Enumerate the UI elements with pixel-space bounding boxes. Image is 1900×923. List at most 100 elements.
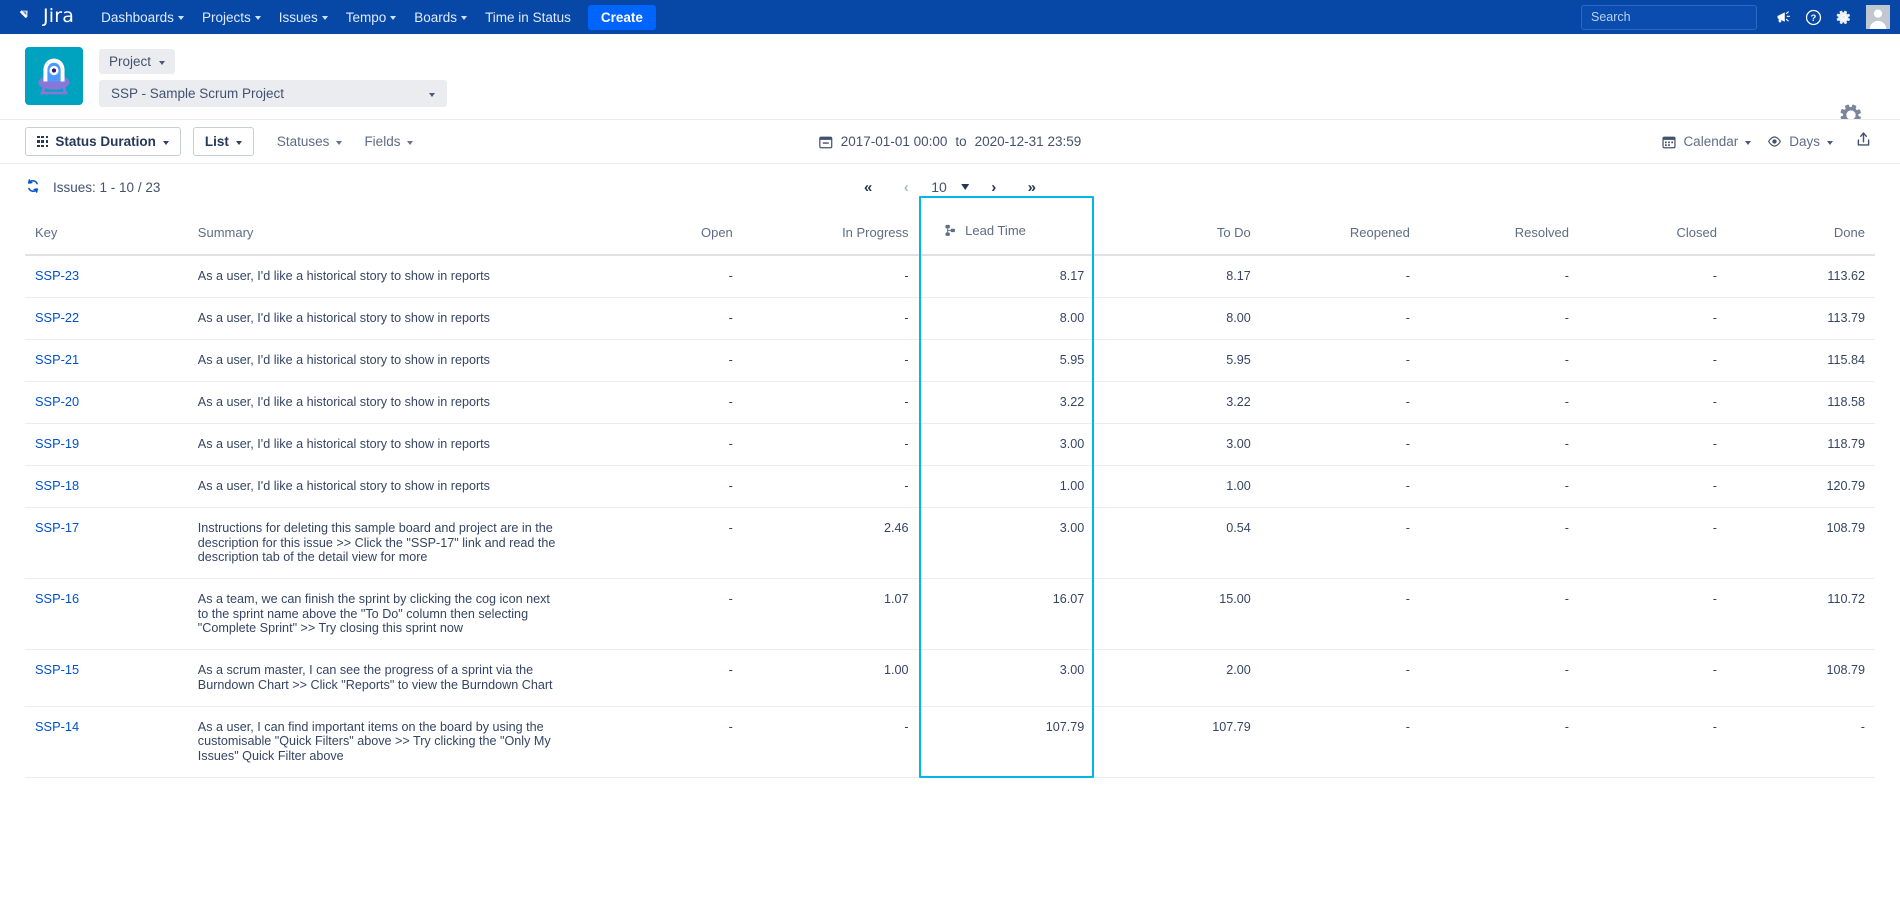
announcements-button[interactable] [1770, 4, 1797, 31]
chevron-down-icon [960, 184, 969, 190]
cell-done: 120.79 [1726, 465, 1875, 508]
cell-closed: - [1578, 578, 1727, 651]
project-select-dropdown[interactable]: SSP - Sample Scrum Project [99, 80, 447, 107]
cell-resolved: - [1419, 507, 1579, 580]
issue-summary-cell: As a user, I'd like a historical story t… [187, 297, 568, 340]
cell-closed: - [1578, 649, 1727, 707]
issue-key-link[interactable]: SSP-18 [35, 477, 80, 493]
cell-lead-time: 3.22 [918, 381, 1095, 424]
status-duration-dropdown[interactable]: Status Duration [25, 127, 181, 156]
issue-key-link[interactable]: SSP-21 [35, 351, 80, 367]
column-header-summary[interactable]: Summary [187, 210, 568, 256]
search-input[interactable] [1589, 9, 1754, 25]
date-range-picker[interactable]: 2017-01-01 00:00 to 2020-12-31 23:59 [819, 134, 1081, 149]
settings-button[interactable] [1830, 4, 1857, 31]
issue-key-link[interactable]: SSP-16 [35, 591, 80, 607]
share-export-icon [1857, 131, 1870, 146]
nav-item-boards-label: Boards [414, 9, 458, 25]
issue-key-link[interactable]: SSP-15 [35, 662, 80, 678]
statuses-dropdown[interactable]: Statuses [266, 127, 354, 156]
cell-closed: - [1578, 339, 1727, 382]
cell-resolved: - [1419, 339, 1579, 382]
nav-item-tempo-label: Tempo [345, 9, 387, 25]
issue-key-link[interactable]: SSP-14 [35, 718, 80, 734]
issue-key-link[interactable]: SSP-19 [35, 435, 80, 451]
create-button[interactable]: Create [587, 4, 656, 30]
time-unit-dropdown[interactable]: Days [1767, 127, 1833, 156]
calendar-icon [819, 136, 833, 148]
issue-key-link[interactable]: SSP-20 [35, 393, 80, 409]
cell-reopened: - [1260, 297, 1420, 340]
pagination-prev-button[interactable]: ‹ [903, 178, 909, 196]
column-header-in-progress[interactable]: In Progress [742, 210, 919, 256]
pagination-last-button[interactable]: » [1027, 178, 1036, 196]
fields-dropdown[interactable]: Fields [353, 127, 424, 156]
avatar[interactable] [1866, 5, 1890, 29]
issue-key-cell: SSP-15 [25, 649, 188, 707]
time-unit-label: Days [1789, 134, 1820, 149]
page-size-dropdown[interactable]: 10 [925, 179, 975, 195]
cell-lead-time: 3.00 [918, 423, 1095, 466]
cell-done: - [1726, 706, 1875, 778]
list-view-dropdown[interactable]: List [192, 127, 254, 156]
issues-count-label: Issues: [53, 179, 96, 195]
cell-in-progress: - [742, 706, 919, 778]
issue-summary-cell: As a user, I'd like a historical story t… [187, 381, 568, 424]
cell-resolved: - [1419, 381, 1579, 424]
cell-open: - [567, 423, 743, 466]
nav-item-projects[interactable]: Projects [193, 4, 270, 31]
cell-reopened: - [1260, 381, 1420, 424]
cell-to-do: 5.95 [1094, 339, 1261, 382]
jira-logo[interactable]: Jira [14, 6, 78, 27]
issue-summary-cell: As a user, I'd like a historical story t… [187, 423, 568, 466]
column-header-lead-time[interactable]: Lead Time [918, 210, 1095, 256]
cell-lead-time: 3.00 [918, 507, 1095, 580]
nav-item-boards[interactable]: Boards [405, 4, 476, 31]
issue-key-link[interactable]: SSP-17 [35, 519, 80, 535]
cell-closed: - [1578, 507, 1727, 580]
calendar-dropdown[interactable]: Calendar [1662, 127, 1752, 156]
issue-key-cell: SSP-14 [25, 706, 188, 778]
column-header-closed[interactable]: Closed [1578, 210, 1727, 256]
cell-to-do: 8.17 [1094, 255, 1261, 298]
issue-summary-cell: As a team, we can finish the sprint by c… [187, 578, 568, 651]
cell-lead-time: 1.00 [918, 465, 1095, 508]
nav-item-dashboards[interactable]: Dashboards [92, 4, 193, 31]
date-separator: to [955, 134, 967, 149]
refresh-button[interactable] [25, 178, 41, 197]
nav-item-time-in-status[interactable]: Time in Status [476, 4, 580, 31]
cell-in-progress: - [742, 465, 919, 508]
column-header-done[interactable]: Done [1726, 210, 1875, 256]
nav-item-tempo[interactable]: Tempo [337, 4, 406, 31]
pagination-next-button[interactable]: › [991, 178, 997, 196]
column-header-to-do[interactable]: To Do [1094, 210, 1261, 256]
cell-in-progress: - [742, 339, 919, 382]
cell-done: 118.79 [1726, 423, 1875, 466]
pagination-first-button[interactable]: « [864, 178, 873, 196]
cell-done: 113.62 [1726, 255, 1875, 298]
column-header-resolved[interactable]: Resolved [1419, 210, 1579, 256]
search-box[interactable] [1581, 4, 1757, 30]
cell-to-do: 0.54 [1094, 507, 1261, 580]
cell-in-progress: - [742, 297, 919, 340]
column-header-key[interactable]: Key [25, 210, 188, 256]
table-row: SSP-15 As a scrum master, I can see the p… [25, 649, 1875, 707]
help-button[interactable]: ? [1800, 4, 1827, 31]
issue-key-link[interactable]: SSP-23 [35, 268, 80, 283]
issue-key-cell: SSP-23 [25, 255, 188, 298]
table-row: SSP-19 As a user, I'd like a historical s… [25, 423, 1875, 466]
nav-item-projects-label: Projects [201, 9, 251, 25]
cell-closed: - [1578, 706, 1727, 778]
column-header-open[interactable]: Open [567, 210, 743, 256]
list-view-label: List [204, 134, 229, 149]
chevron-down-icon [407, 140, 414, 145]
cell-lead-time: 16.07 [918, 578, 1095, 651]
issue-key-cell: SSP-21 [25, 339, 188, 382]
svg-text:?: ? [1811, 13, 1817, 23]
issue-key-link[interactable]: SSP-22 [35, 309, 80, 325]
column-header-reopened[interactable]: Reopened [1260, 210, 1420, 256]
project-kind-dropdown[interactable]: Project [99, 49, 176, 74]
export-button[interactable] [1849, 131, 1878, 153]
cell-closed: - [1578, 297, 1727, 340]
nav-item-issues[interactable]: Issues [270, 4, 337, 31]
